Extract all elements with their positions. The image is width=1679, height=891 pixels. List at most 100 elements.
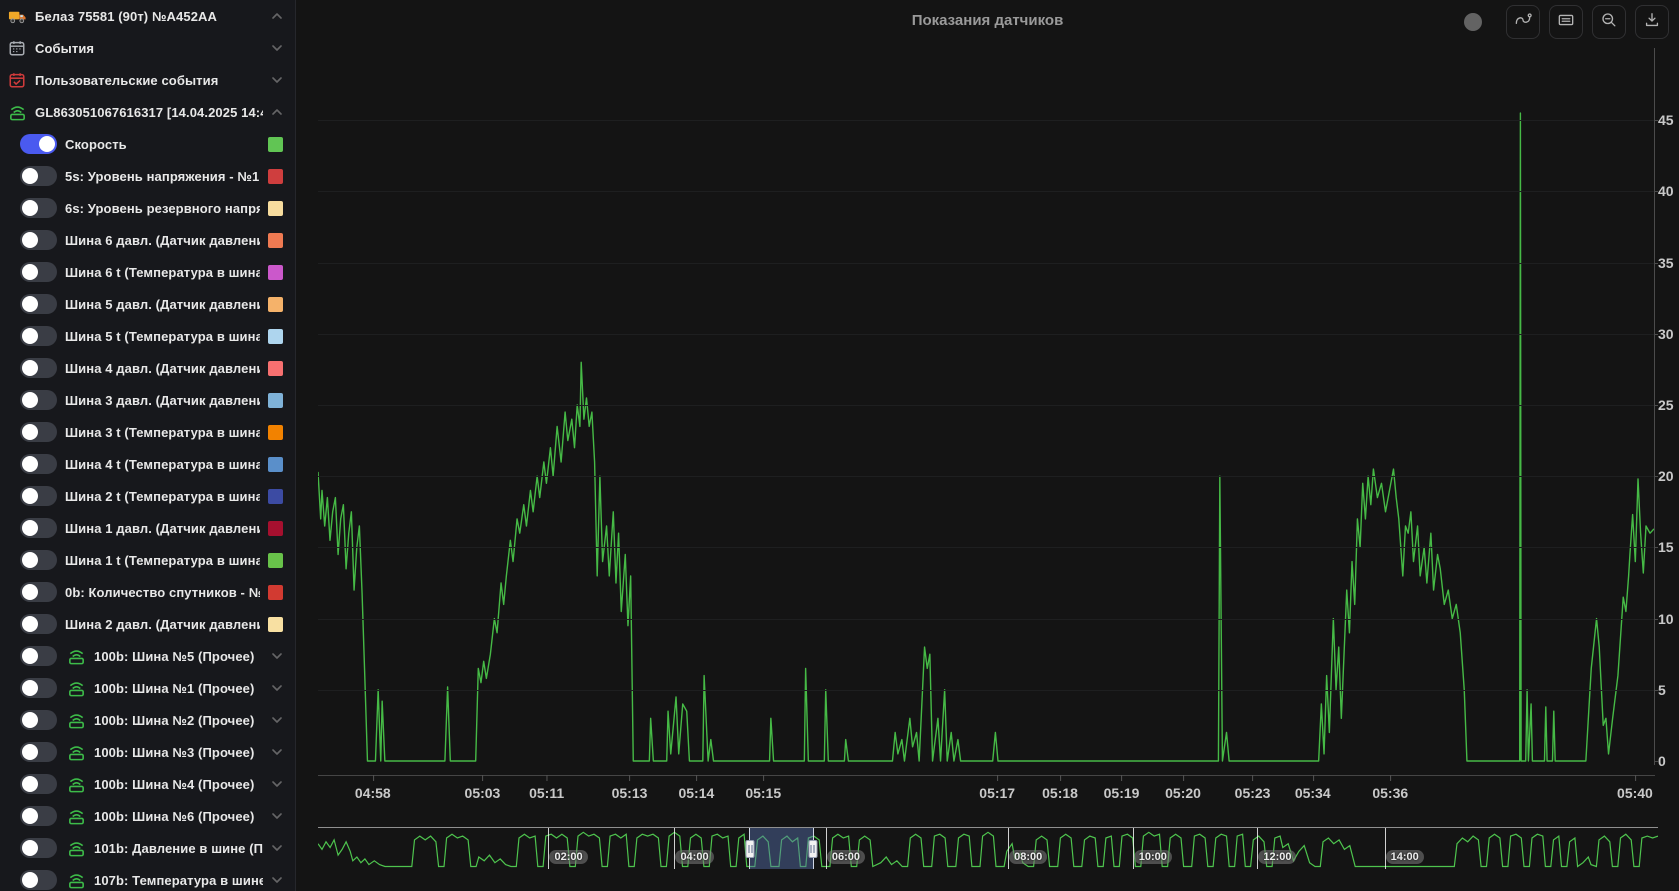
download-button[interactable] [1635, 5, 1669, 39]
sensor-color-swatch[interactable] [268, 456, 283, 472]
device-toggle[interactable] [20, 742, 57, 762]
sensor-toggle[interactable] [20, 166, 57, 186]
device-label: 100b: Шина №2 (Прочее) [94, 712, 255, 728]
device-row[interactable]: 100b: Шина №4 (Прочее) [0, 768, 295, 800]
sensor-row[interactable]: Шина 2 давл. (Датчик давления ш… [0, 608, 295, 640]
sensor-toggle[interactable] [20, 262, 57, 282]
sensor-row[interactable]: Шина 3 t (Температура в шинах) - … [0, 416, 295, 448]
sensor-label: Шина 6 давл. (Датчик давления ш… [65, 232, 260, 248]
x-tick-label: 05:18 [1042, 775, 1078, 801]
chevron-down-icon[interactable] [271, 746, 283, 758]
device-row[interactable]: 100b: Шина №3 (Прочее) [0, 736, 295, 768]
device-row[interactable]: 100b: Шина №2 (Прочее) [0, 704, 295, 736]
device-toggle[interactable] [20, 838, 57, 858]
sensor-toggle[interactable] [20, 614, 57, 634]
sensor-color-swatch[interactable] [268, 136, 283, 152]
timeline-minimap[interactable]: 02:00 04:00 06:00 08:00 10:00 12:00 14:00 [318, 827, 1658, 869]
sensor-label: Шина 3 давл. (Датчик давления ш… [65, 392, 260, 408]
device-toggle[interactable] [20, 646, 57, 666]
sensor-color-swatch[interactable] [268, 200, 283, 216]
sensor-row[interactable]: Шина 2 t (Температура в шинах) - … [0, 480, 295, 512]
device-row[interactable]: 101b: Давление в шине (Проч… [0, 832, 295, 864]
device-row[interactable]: 100b: Шина №5 (Прочее) [0, 640, 295, 672]
selection-handle-left[interactable] [745, 839, 755, 858]
device-row[interactable]: 100b: Шина №1 (Прочее) [0, 672, 295, 704]
sidebar-group-3[interactable]: GL863051067616317 [14.04.2025 14:40:… [0, 96, 295, 128]
sensor-color-swatch[interactable] [268, 328, 283, 344]
sensor-toggle[interactable] [20, 486, 57, 506]
sensor-color-swatch[interactable] [268, 616, 283, 632]
main-chart-plot[interactable] [318, 48, 1655, 765]
sensor-row[interactable]: Шина 6 давл. (Датчик давления ш… [0, 224, 295, 256]
sensor-row[interactable]: Шина 5 t (Температура в шинах) - … [0, 320, 295, 352]
device-toggle[interactable] [20, 774, 57, 794]
route-button[interactable] [1506, 5, 1540, 39]
device-toggle[interactable] [20, 678, 57, 698]
sensor-toggle[interactable] [20, 326, 57, 346]
sensor-color-swatch[interactable] [268, 488, 283, 504]
sensor-row[interactable]: 6s: Уровень резервного напряжени… [0, 192, 295, 224]
chevron-down-icon[interactable] [271, 810, 283, 822]
toggle-knob [22, 744, 38, 760]
sensor-toggle[interactable] [20, 582, 57, 602]
y-tick-label: 40 [1654, 183, 1674, 199]
selection-handle-right[interactable] [808, 839, 818, 858]
chevron-down-icon[interactable] [271, 714, 283, 726]
sensor-row[interactable]: Шина 4 t (Температура в шинах) - … [0, 448, 295, 480]
sensor-color-swatch[interactable] [268, 392, 283, 408]
sensor-color-swatch[interactable] [268, 296, 283, 312]
toggle-knob [22, 712, 38, 728]
sensor-toggle[interactable] [20, 518, 57, 538]
sensor-color-swatch[interactable] [268, 264, 283, 280]
sensor-toggle[interactable] [20, 422, 57, 442]
device-toggle[interactable] [20, 806, 57, 826]
chevron-down-icon[interactable] [271, 74, 283, 86]
sensor-toggle[interactable] [20, 198, 57, 218]
chart-toolbar [1464, 5, 1669, 39]
y-tick-label: 10 [1654, 611, 1674, 627]
sensor-color-swatch[interactable] [268, 360, 283, 376]
sensor-color-swatch[interactable] [268, 552, 283, 568]
chevron-up-icon[interactable] [271, 10, 283, 22]
chevron-down-icon[interactable] [271, 842, 283, 854]
device-toggle[interactable] [20, 870, 57, 890]
sensor-color-swatch[interactable] [268, 232, 283, 248]
sensor-color-swatch[interactable] [268, 520, 283, 536]
sensor-row[interactable]: Шина 6 t (Температура в шинах) - … [0, 256, 295, 288]
zoom-out-button[interactable] [1592, 5, 1626, 39]
chevron-down-icon[interactable] [271, 650, 283, 662]
chevron-up-icon[interactable] [271, 106, 283, 118]
sensor-row[interactable]: 0b: Количество спутников - №1 [0, 576, 295, 608]
sensor-color-swatch[interactable] [268, 584, 283, 600]
sensor-color-swatch[interactable] [268, 168, 283, 184]
sensor-toggle[interactable] [20, 230, 57, 250]
timeline-selection[interactable] [745, 828, 818, 869]
legend-button[interactable] [1549, 5, 1583, 39]
sensor-toggle[interactable] [20, 390, 57, 410]
sensor-row[interactable]: Шина 4 давл. (Датчик давления ш… [0, 352, 295, 384]
sidebar-group-1[interactable]: События [0, 32, 295, 64]
sidebar-group-2[interactable]: Пользовательские события [0, 64, 295, 96]
sensor-toggle[interactable] [20, 454, 57, 474]
sensor-row[interactable]: Шина 1 t (Температура в шинах) - … [0, 544, 295, 576]
chevron-down-icon[interactable] [271, 42, 283, 54]
sensor-toggle[interactable] [20, 134, 57, 154]
device-label: 100b: Шина №5 (Прочее) [94, 648, 255, 664]
sensor-color-swatch[interactable] [268, 424, 283, 440]
record-indicator[interactable] [1464, 13, 1482, 31]
device-toggle[interactable] [20, 710, 57, 730]
sensor-row[interactable]: Шина 3 давл. (Датчик давления ш… [0, 384, 295, 416]
sensor-toggle[interactable] [20, 550, 57, 570]
sensor-toggle[interactable] [20, 358, 57, 378]
chevron-down-icon[interactable] [271, 874, 283, 886]
sensor-row[interactable]: Шина 1 давл. (Датчик давления ш… [0, 512, 295, 544]
chevron-down-icon[interactable] [271, 682, 283, 694]
sensor-row[interactable]: 5s: Уровень напряжения - №1 [0, 160, 295, 192]
device-row[interactable]: 107b: Температура в шине (П… [0, 864, 295, 891]
sensor-row[interactable]: Скорость [0, 128, 295, 160]
sensor-row[interactable]: Шина 5 давл. (Датчик давления ш… [0, 288, 295, 320]
sensor-toggle[interactable] [20, 294, 57, 314]
chevron-down-icon[interactable] [271, 778, 283, 790]
sidebar-group-0[interactable]: Белаз 75581 (90т) №А452АА [0, 0, 295, 32]
device-row[interactable]: 100b: Шина №6 (Прочее) [0, 800, 295, 832]
